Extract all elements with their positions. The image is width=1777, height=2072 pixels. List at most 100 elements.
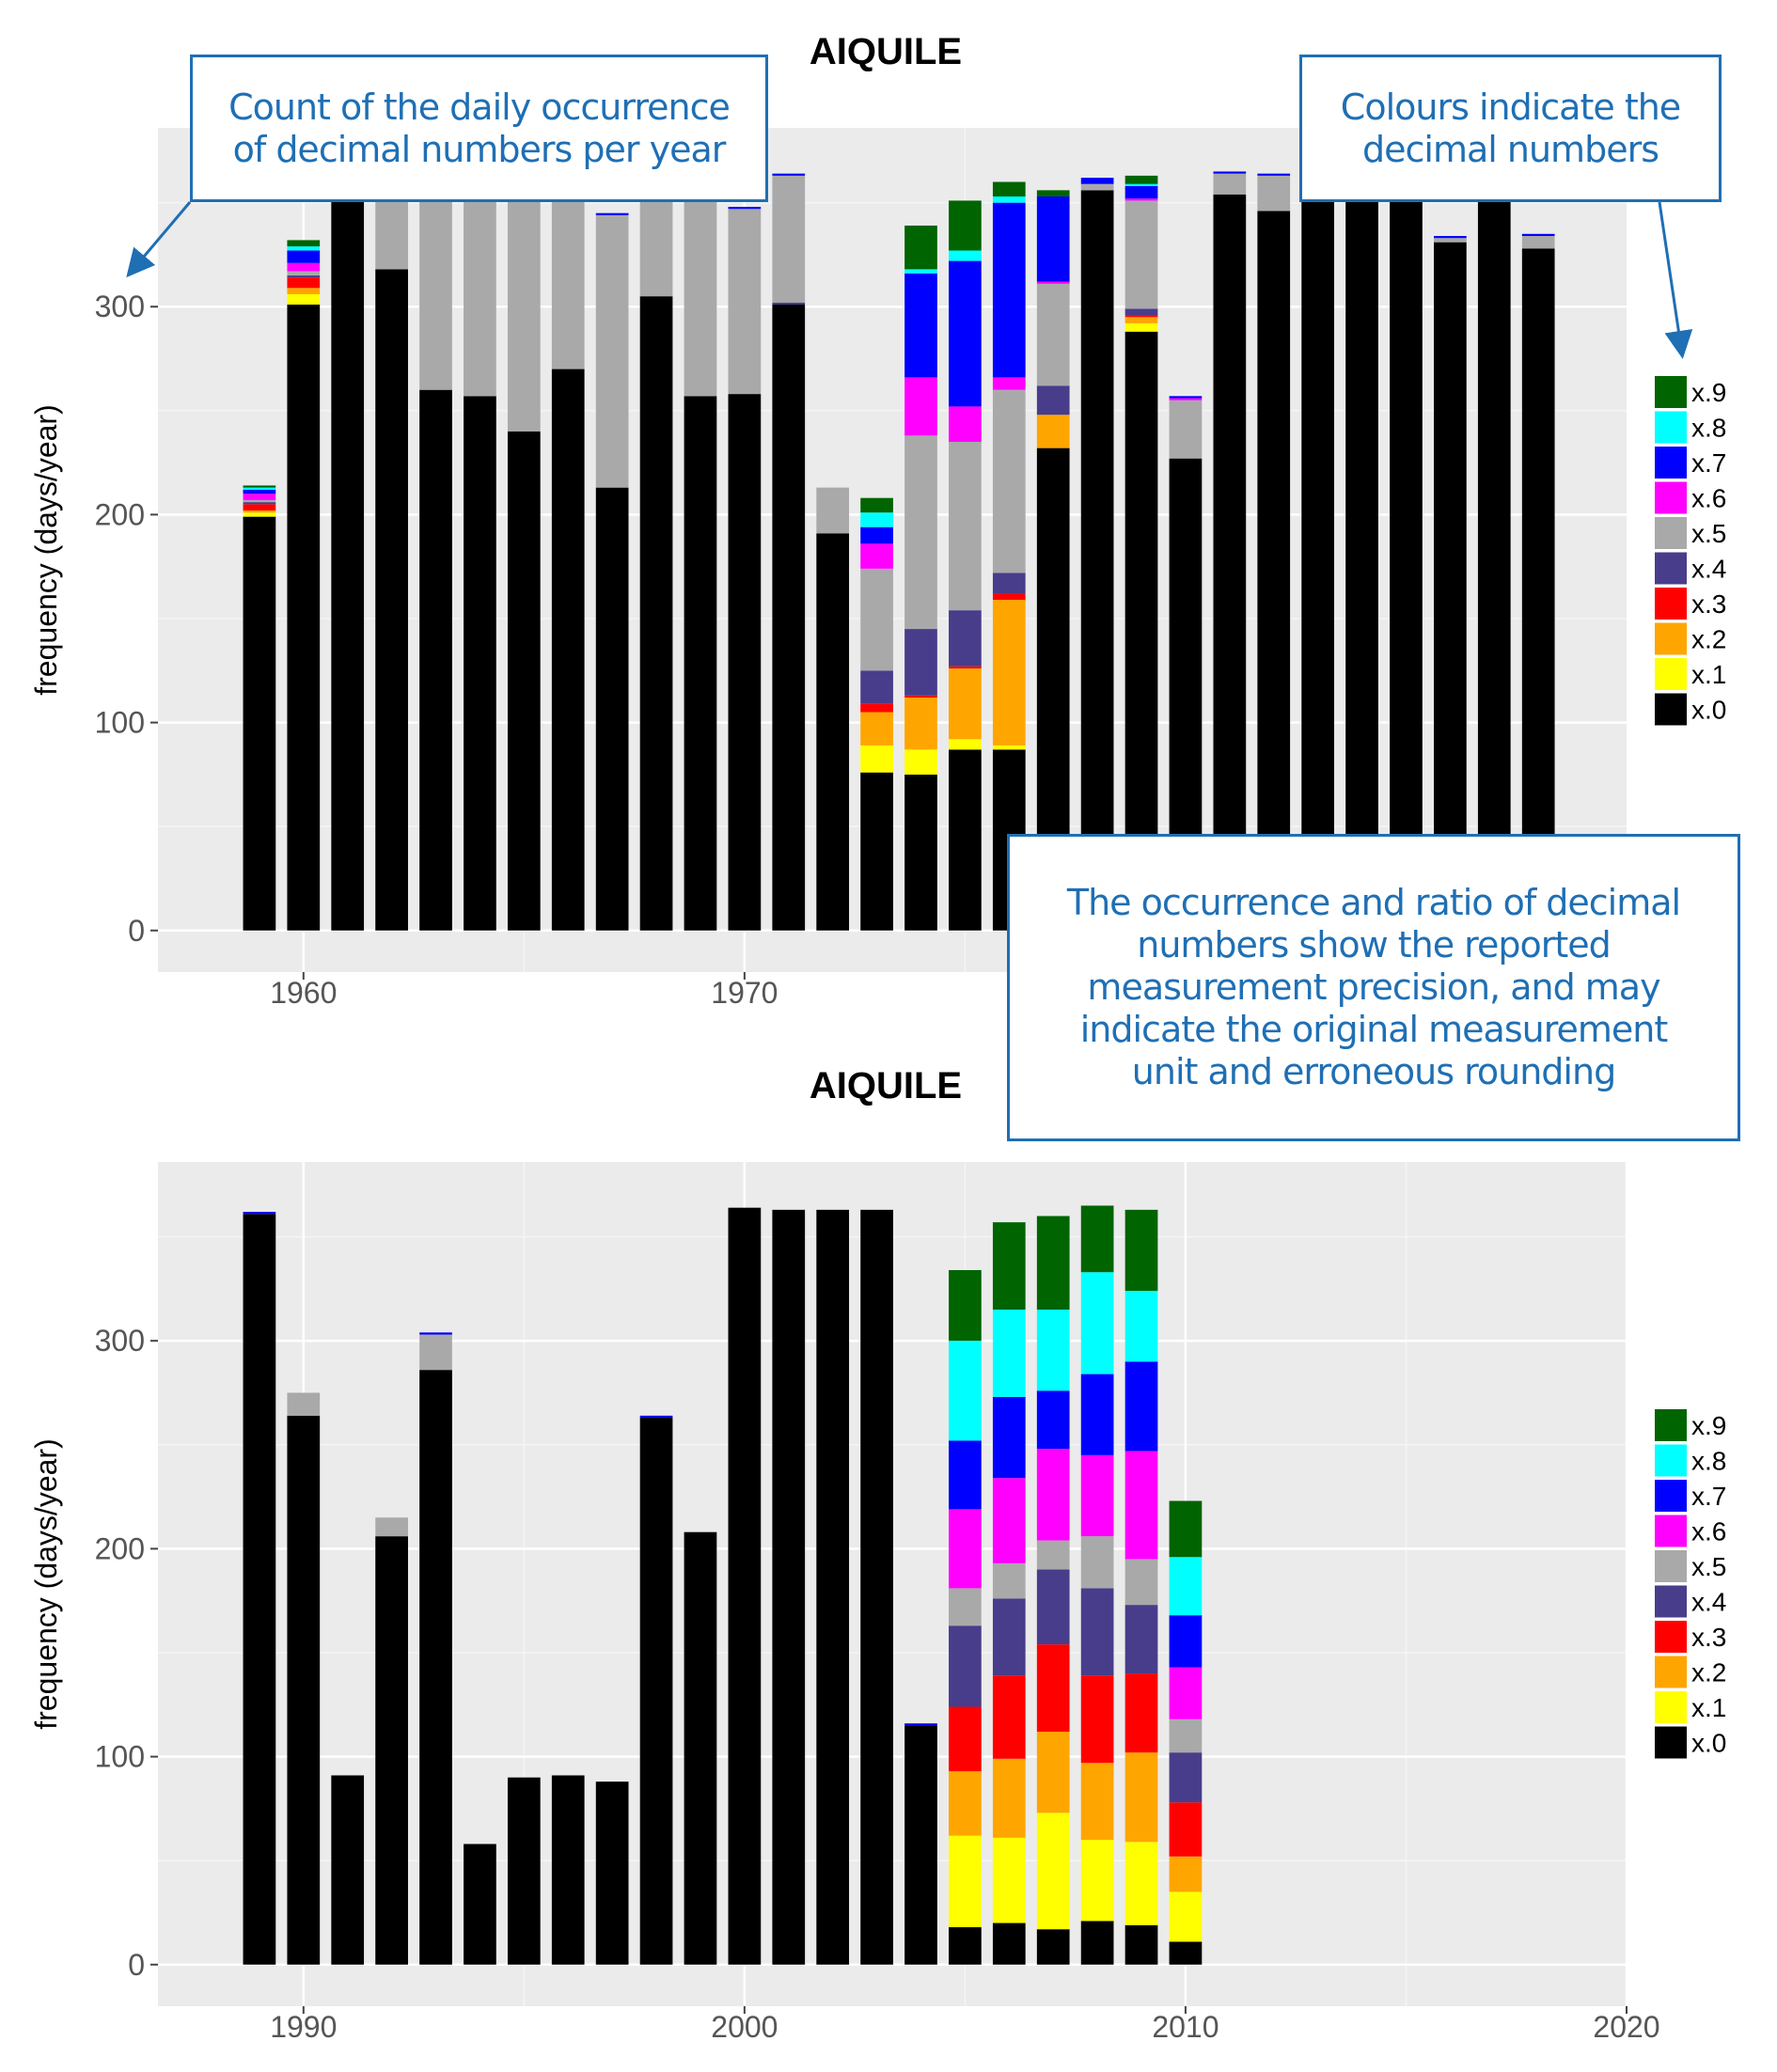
legend-label: x.7 xyxy=(1691,1482,1726,1511)
bar-segment xyxy=(1169,396,1203,399)
bar-segment xyxy=(287,240,321,247)
bar-segment xyxy=(464,1844,496,1965)
bar-segment xyxy=(1213,173,1247,195)
bar-segment xyxy=(684,1531,717,1965)
legend-swatch xyxy=(1655,658,1687,690)
bar-segment xyxy=(1080,1272,1114,1374)
legend-label: x.9 xyxy=(1691,378,1726,407)
bar-segment xyxy=(904,1723,937,1726)
bar-segment xyxy=(1036,1540,1070,1570)
bar-segment xyxy=(904,435,937,630)
legend-swatch xyxy=(1655,1621,1687,1653)
legend-label: x.1 xyxy=(1691,1693,1726,1722)
legend-label: x.7 xyxy=(1691,448,1726,478)
bar-segment xyxy=(904,749,937,775)
bar-segment xyxy=(1434,242,1467,931)
bar-segment xyxy=(992,745,1026,750)
bar-segment xyxy=(551,171,585,369)
legend-swatch xyxy=(1655,1409,1687,1441)
legend-swatch xyxy=(1655,411,1687,444)
bar-segment xyxy=(1124,317,1158,323)
bar-segment xyxy=(507,1777,541,1965)
bar-segment xyxy=(949,1706,982,1772)
y-axis-label: frequency (days/year) xyxy=(29,1438,63,1729)
bar-segment xyxy=(1169,1856,1203,1892)
legend-swatch xyxy=(1655,1550,1687,1582)
legend-label: x.0 xyxy=(1691,1729,1726,1758)
bar-segment xyxy=(243,510,276,513)
bar-segment xyxy=(1080,1763,1114,1841)
bar-segment xyxy=(243,487,276,490)
legend-swatch xyxy=(1655,1656,1687,1688)
legend-label: x.5 xyxy=(1691,1552,1726,1581)
bar-segment xyxy=(1390,171,1423,931)
bar-segment xyxy=(1124,175,1158,184)
callout-count: Count of the daily occurrence of decimal… xyxy=(190,55,768,202)
bar-segment xyxy=(1080,1588,1114,1676)
x-tick-label: 2010 xyxy=(1152,2010,1219,2044)
bar-segment xyxy=(1036,415,1070,448)
bar-segment xyxy=(860,512,893,527)
legend-label: x.6 xyxy=(1691,484,1726,513)
bar-segment xyxy=(1036,1732,1070,1813)
y-tick-label: 100 xyxy=(95,1740,145,1774)
bar-segment xyxy=(949,260,982,407)
bar-segment xyxy=(949,1771,982,1836)
bar-segment xyxy=(375,1536,408,1965)
bar-segment xyxy=(992,202,1026,378)
legend-swatch xyxy=(1655,1691,1687,1723)
bar-segment xyxy=(860,772,893,931)
bar-segment xyxy=(1169,1615,1203,1668)
bar-segment xyxy=(1080,1536,1114,1589)
legend-swatch xyxy=(1655,588,1687,620)
bar-segment xyxy=(639,1415,673,1419)
bar-segment xyxy=(287,275,321,278)
bar-segment xyxy=(1080,1840,1114,1922)
bar-segment xyxy=(1036,1929,1070,1965)
bar-segment xyxy=(1213,194,1247,931)
bar-segment xyxy=(904,695,937,699)
bar-segment xyxy=(243,516,276,931)
callout-arrow-count xyxy=(126,201,192,278)
bar-segment xyxy=(1124,1361,1158,1452)
bar-segment xyxy=(639,296,673,931)
x-tick-label: 1990 xyxy=(270,2010,337,2044)
bar-segment xyxy=(860,1209,893,1965)
bar-segment xyxy=(772,302,806,306)
bar-segment xyxy=(992,181,1026,196)
bar-segment xyxy=(992,1478,1026,1563)
bar-segment xyxy=(1036,1813,1070,1930)
bar-segment xyxy=(949,1835,982,1927)
bar-segment xyxy=(419,1334,452,1371)
bar-segment xyxy=(1257,211,1291,931)
y-axis-label: frequency (days/year) xyxy=(29,404,63,695)
bar-segment xyxy=(992,1222,1026,1311)
bar-segment xyxy=(243,504,276,510)
bar-segment xyxy=(860,712,893,746)
bar-segment xyxy=(287,1415,321,1965)
bar-segment xyxy=(1036,1390,1070,1450)
bar-segment xyxy=(904,1725,937,1965)
bar-segment xyxy=(992,1837,1026,1923)
bar-segment xyxy=(1124,308,1158,316)
bar-segment xyxy=(1036,196,1070,282)
bar-segment xyxy=(1080,1373,1114,1455)
bar-segment xyxy=(1036,1216,1070,1311)
bar-segment xyxy=(507,171,541,432)
bar-segment xyxy=(287,293,321,306)
bar-segment xyxy=(1169,1557,1203,1616)
bar-segment xyxy=(1036,1310,1070,1391)
legend-label: x.1 xyxy=(1691,660,1726,689)
y-tick-label: 0 xyxy=(128,1948,145,1982)
x-tick-label: 1970 xyxy=(711,976,778,1010)
bar-segment xyxy=(1434,236,1467,239)
bar-segment xyxy=(287,288,321,294)
callout-colours: Colours indicate the decimal numbers xyxy=(1299,55,1722,202)
bar-segment xyxy=(287,262,321,272)
legend-swatch xyxy=(1655,376,1687,408)
bar-segment xyxy=(949,441,982,611)
bar-segment xyxy=(1169,1667,1203,1719)
chart-top: 0 100 200 300 1960 1970 AIQUILE frequency (days… xyxy=(29,31,1726,1010)
bar-segment xyxy=(419,1332,452,1335)
chart-title: AIQUILE xyxy=(810,31,962,72)
